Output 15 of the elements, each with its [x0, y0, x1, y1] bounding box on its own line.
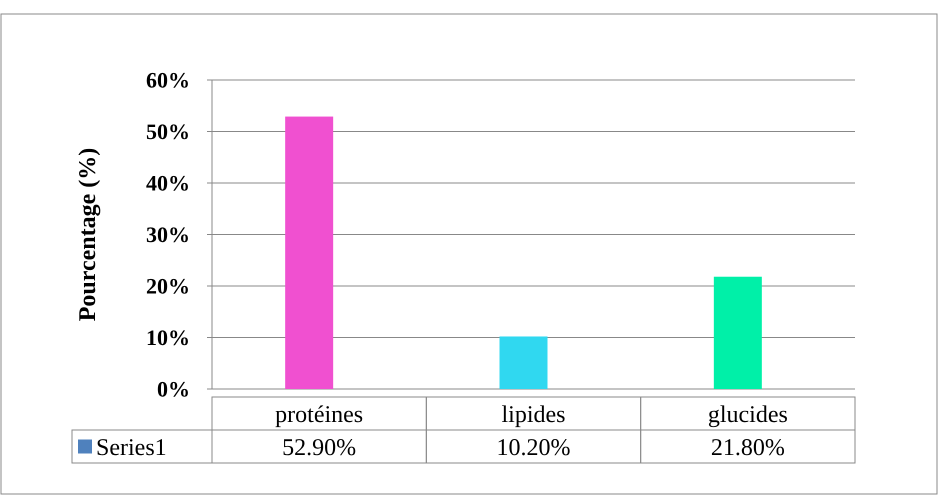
y-axis-title: Pourcentage (%)	[75, 148, 101, 322]
data-label: 10.20%	[496, 434, 570, 461]
y-tick-label: 0%	[157, 376, 190, 402]
x-tick-label: lipides	[502, 402, 566, 428]
y-tick-label: 50%	[146, 119, 190, 144]
y-tick-label: 10%	[146, 325, 190, 350]
data-label: 52.90%	[282, 434, 356, 461]
data-label: 21.80%	[710, 434, 785, 461]
text: Series1	[96, 434, 167, 461]
y-tick-label: 60%	[146, 68, 190, 93]
y-tick-label: 40%	[146, 170, 190, 196]
x-tick-label: protéines	[275, 402, 364, 428]
x-tick-label: glucides	[708, 402, 788, 428]
y-tick-label: 30%	[146, 222, 190, 248]
y-tick-label: 20%	[146, 274, 190, 299]
